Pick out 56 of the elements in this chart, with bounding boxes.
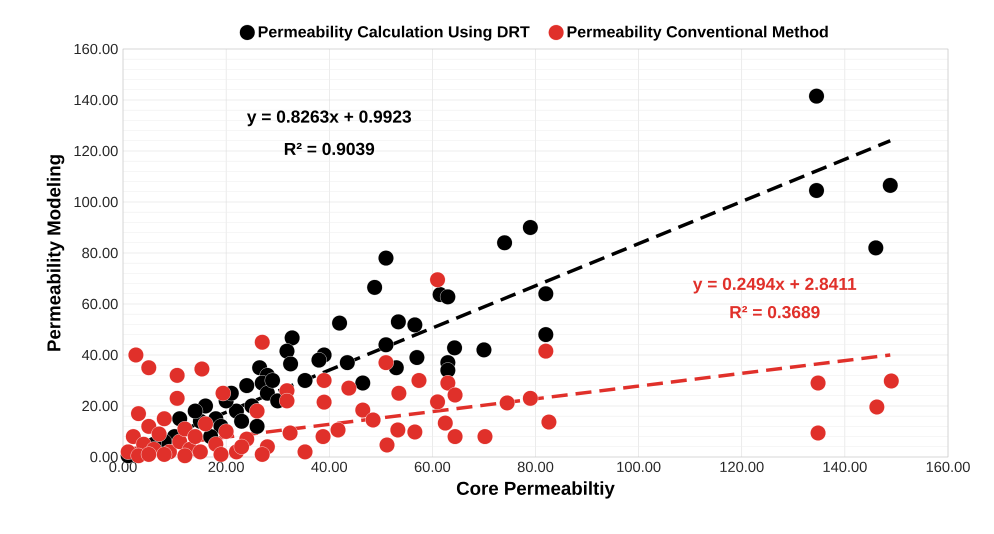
x-tick-label: 40.00 bbox=[311, 462, 348, 472]
annotation: R² = 0.9039 bbox=[284, 142, 374, 156]
point bbox=[238, 378, 255, 394]
y-tick-label: 100.00 bbox=[74, 196, 118, 208]
point bbox=[366, 279, 383, 296]
point bbox=[234, 413, 250, 430]
point bbox=[476, 342, 492, 358]
x-tick-label: 20.00 bbox=[208, 462, 244, 472]
y-tick-label: 40.00 bbox=[82, 350, 118, 360]
x-tick-label: 140.00 bbox=[824, 462, 867, 472]
point bbox=[390, 314, 406, 330]
point bbox=[378, 336, 394, 353]
legend-label: Permeability Conventional Method bbox=[568, 26, 828, 41]
y-tick-label: 160.00 bbox=[74, 44, 118, 54]
x-tick-label: 160.00 bbox=[926, 462, 970, 472]
point bbox=[311, 352, 327, 368]
point bbox=[378, 250, 394, 266]
point bbox=[440, 288, 456, 305]
x-tick-label: 0.00 bbox=[109, 462, 137, 472]
point bbox=[538, 326, 554, 343]
point bbox=[808, 88, 824, 104]
point bbox=[406, 316, 423, 333]
x-tick-label: 60.00 bbox=[414, 462, 450, 472]
point bbox=[332, 315, 348, 332]
point bbox=[187, 403, 204, 420]
point bbox=[249, 418, 266, 434]
y-tick-label: 140.00 bbox=[74, 94, 118, 106]
annotation: R² = 0.3689 bbox=[730, 306, 820, 318]
y-tick-label: 80.00 bbox=[82, 248, 118, 258]
y-tick-label: 20.00 bbox=[82, 400, 118, 412]
point bbox=[538, 286, 554, 302]
y-axis-title: Permeability Modeling bbox=[46, 155, 64, 351]
point bbox=[354, 375, 371, 391]
x-tick-label: 100.00 bbox=[617, 462, 660, 472]
point bbox=[282, 356, 299, 372]
y-tick-label: 60.00 bbox=[82, 298, 118, 310]
point bbox=[882, 177, 898, 194]
x-tick-label: 80.00 bbox=[518, 462, 554, 472]
point bbox=[808, 182, 824, 198]
legend-label: Permeability Calculation Using DRT bbox=[258, 26, 530, 41]
point bbox=[496, 234, 512, 251]
annotation: y = 0.8263x + 0.9923 bbox=[246, 110, 412, 126]
annotation: y = 0.2494x + 2.8411 bbox=[692, 278, 856, 294]
y-tick-label: 120.00 bbox=[74, 146, 118, 156]
x-axis-title: Core Permeabiltiy bbox=[456, 481, 615, 499]
point bbox=[279, 343, 295, 360]
point bbox=[264, 372, 280, 388]
point bbox=[446, 340, 462, 356]
point bbox=[868, 240, 884, 256]
point bbox=[522, 220, 538, 236]
y-tick-label: 0.00 bbox=[90, 452, 118, 462]
point bbox=[284, 330, 300, 346]
point bbox=[408, 350, 425, 366]
point bbox=[297, 372, 313, 388]
x-tick-label: 120.00 bbox=[720, 462, 764, 472]
point bbox=[339, 354, 356, 371]
